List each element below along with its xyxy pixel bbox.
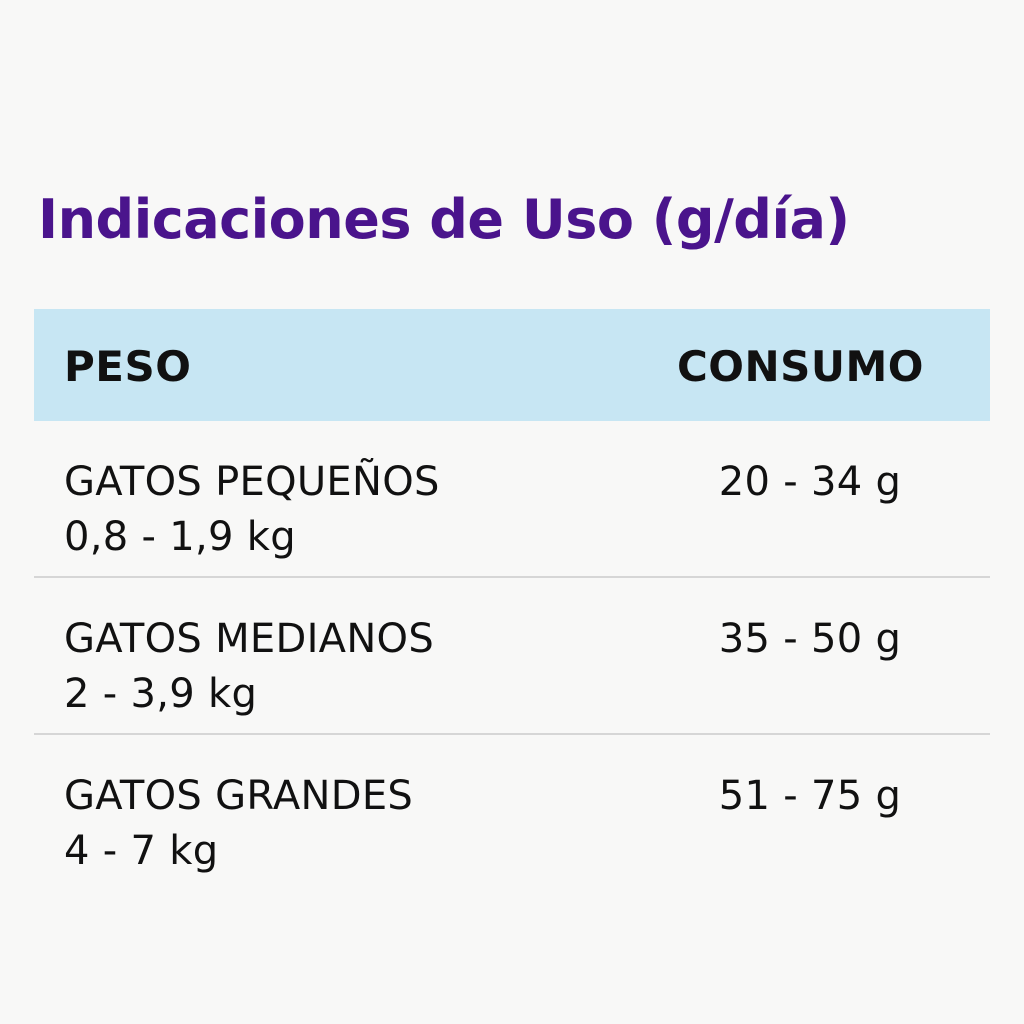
weight-range: 2 - 3,9 kg [64,671,258,717]
dosage-table: PESO CONSUMO GATOS PEQUEÑOS 0,8 - 1,9 kg… [34,309,990,890]
weight-range: 4 - 7 kg [64,828,219,874]
table-row: GATOS MEDIANOS 2 - 3,9 kg 35 - 50 g [34,578,990,735]
page-title: Indicaciones de Uso (g/día) [38,188,850,251]
consumption-amount: 35 - 50 g [718,616,902,662]
column-header-consumption: CONSUMO [676,342,924,391]
cat-category: GATOS PEQUEÑOS [64,459,440,505]
cat-category: GATOS MEDIANOS [64,616,435,662]
consumption-amount: 51 - 75 g [718,773,902,819]
cat-category: GATOS GRANDES [64,773,414,819]
consumption-amount: 20 - 34 g [718,459,902,505]
table-row: GATOS GRANDES 4 - 7 kg 51 - 75 g [34,735,990,890]
table-header: PESO CONSUMO [34,309,990,421]
column-header-weight: PESO [64,342,192,391]
weight-range: 0,8 - 1,9 kg [64,514,296,560]
table-row: GATOS PEQUEÑOS 0,8 - 1,9 kg 20 - 34 g [34,421,990,578]
